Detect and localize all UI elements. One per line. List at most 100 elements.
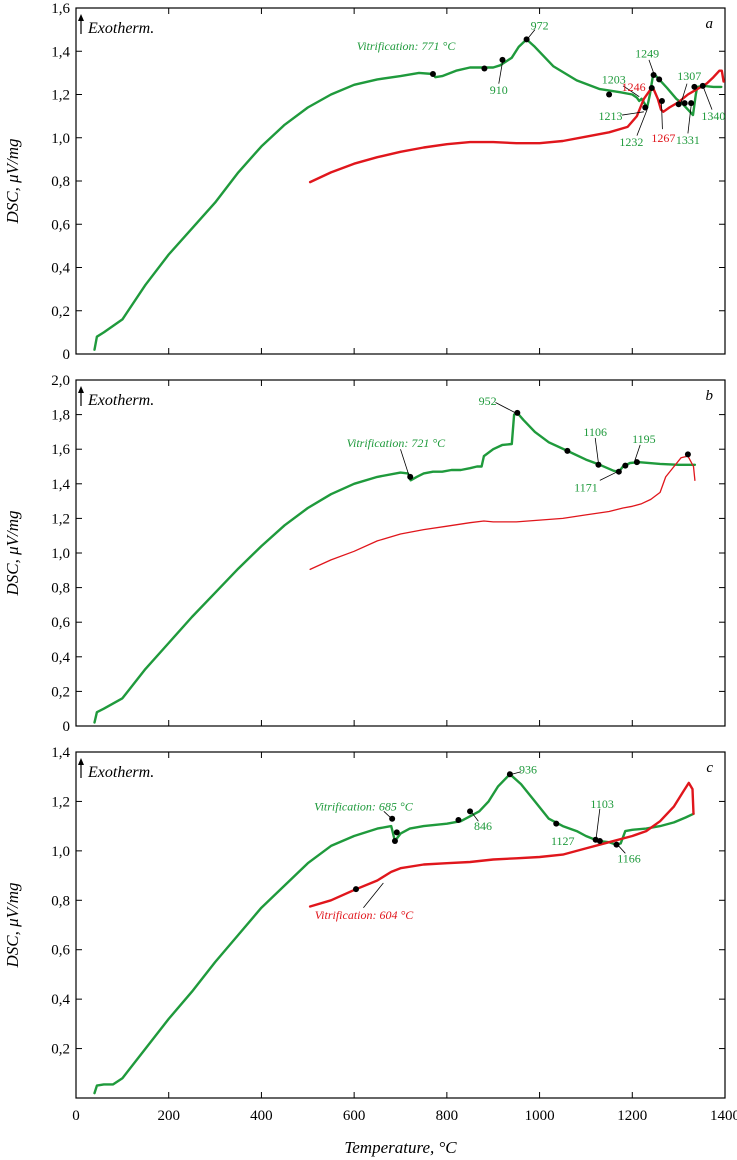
data-marker <box>606 91 613 98</box>
annotation-label: Vitrification: 771 °C <box>357 39 457 53</box>
y-tick-label: 0,8 <box>51 174 70 190</box>
panel-label: b <box>706 388 714 404</box>
series-green-line <box>93 411 697 724</box>
x-tick-label: 800 <box>436 1108 459 1124</box>
data-marker <box>467 808 474 815</box>
data-marker <box>613 841 620 848</box>
x-tick-label: 600 <box>343 1108 366 1124</box>
annotation-leader <box>680 83 688 104</box>
annotation-label: 1331 <box>676 133 700 147</box>
annotation-label: 1103 <box>590 797 614 811</box>
annotation-leader <box>495 402 516 414</box>
annotation-label: 1203 <box>602 72 626 86</box>
data-marker <box>564 447 571 454</box>
data-marker <box>514 409 521 416</box>
exotherm-label: Exotherm. <box>87 392 154 409</box>
annotation-leader <box>687 105 692 134</box>
y-axis-label: DSC, μV/mg <box>3 882 22 968</box>
data-marker <box>642 104 649 111</box>
data-marker <box>429 70 436 77</box>
y-tick-label: 0,8 <box>51 893 70 909</box>
y-tick-label: 1,4 <box>51 477 70 493</box>
data-marker <box>633 459 640 466</box>
y-tick-label: 1,2 <box>51 88 70 104</box>
annotation-label: 1267 <box>651 131 675 145</box>
series-green-line <box>93 38 723 351</box>
annotation-leader <box>599 471 618 481</box>
data-marker <box>691 83 698 90</box>
data-marker <box>658 97 665 104</box>
data-marker <box>523 36 530 43</box>
annotation-leader <box>636 109 648 136</box>
exotherm-arrow-head <box>78 14 84 21</box>
annotation-label: 1246 <box>622 80 646 94</box>
x-axis-label: Temperature, °C <box>344 1138 457 1157</box>
data-marker <box>622 462 629 469</box>
data-marker <box>389 815 396 822</box>
exotherm-arrow-head <box>78 386 84 393</box>
plot-frame <box>75 7 726 355</box>
annotation-label: Vitrification: 721 °C <box>347 436 447 450</box>
data-marker <box>615 468 622 475</box>
annotation-leader <box>498 61 503 84</box>
annotation-leader <box>661 103 663 130</box>
y-tick-label: 0,8 <box>51 581 70 597</box>
annotation-label: 1166 <box>617 851 641 865</box>
annotation-label: Vitrification: 604 °C <box>315 908 415 922</box>
y-tick-label: 1,4 <box>51 44 70 60</box>
annotation-label: 846 <box>474 819 492 833</box>
annotation-label: Vitrification: 685 °C <box>314 799 414 813</box>
y-tick-label: 0,6 <box>51 943 70 959</box>
x-tick-label: 400 <box>250 1108 273 1124</box>
data-marker <box>699 82 706 89</box>
y-tick-label: 1,2 <box>51 794 70 810</box>
plot-frame <box>75 751 726 1099</box>
y-tick-label: 0,2 <box>51 304 70 320</box>
y-tick-label: 1,2 <box>51 511 70 527</box>
series-green-line <box>93 773 695 1095</box>
exotherm-label: Exotherm. <box>87 20 154 37</box>
y-tick-label: 0,4 <box>51 992 70 1008</box>
y-tick-label: 1,0 <box>51 546 70 562</box>
data-marker <box>675 101 682 108</box>
y-tick-label: 1,4 <box>51 745 70 761</box>
annotation-label: 1307 <box>677 69 701 83</box>
y-axis-label: DSC, μV/mg <box>3 510 22 596</box>
annotation-label: 1232 <box>619 135 643 149</box>
panel-label: a <box>706 16 714 32</box>
series-red-line <box>308 781 695 908</box>
data-marker <box>393 829 400 836</box>
annotation-leader <box>511 771 522 775</box>
y-tick-label: 1,6 <box>51 442 70 458</box>
annotation-label: 1249 <box>635 46 659 60</box>
data-marker <box>499 56 506 63</box>
data-marker <box>481 65 488 72</box>
exotherm-label: Exotherm. <box>87 764 154 781</box>
y-tick-label: 1,6 <box>51 1 70 17</box>
series-red-line <box>308 69 725 184</box>
annotation-leader <box>622 85 640 97</box>
annotation-label: 1106 <box>583 425 607 439</box>
y-tick-label: 0,4 <box>51 650 70 666</box>
annotation-leader <box>595 808 601 839</box>
data-marker <box>688 100 695 107</box>
x-tick-label: 1200 <box>617 1108 647 1124</box>
y-tick-label: 0,6 <box>51 217 70 233</box>
plot-frame <box>75 379 726 727</box>
annotation-leader <box>703 87 713 110</box>
annotation-label: 1195 <box>632 432 656 446</box>
data-marker <box>391 837 398 844</box>
x-tick-label: 200 <box>157 1108 180 1124</box>
annotation-label: 936 <box>519 762 537 776</box>
annotation-label: 910 <box>490 83 508 97</box>
annotation-leader <box>400 449 410 476</box>
annotation-label: 1127 <box>551 834 575 848</box>
y-tick-label: 1,0 <box>51 844 70 860</box>
x-tick-label: 1400 <box>710 1108 737 1124</box>
data-marker <box>352 886 359 893</box>
data-marker <box>648 85 655 92</box>
annotation-label: 972 <box>531 18 549 32</box>
data-marker <box>650 72 657 79</box>
x-tick-label: 1000 <box>525 1108 555 1124</box>
